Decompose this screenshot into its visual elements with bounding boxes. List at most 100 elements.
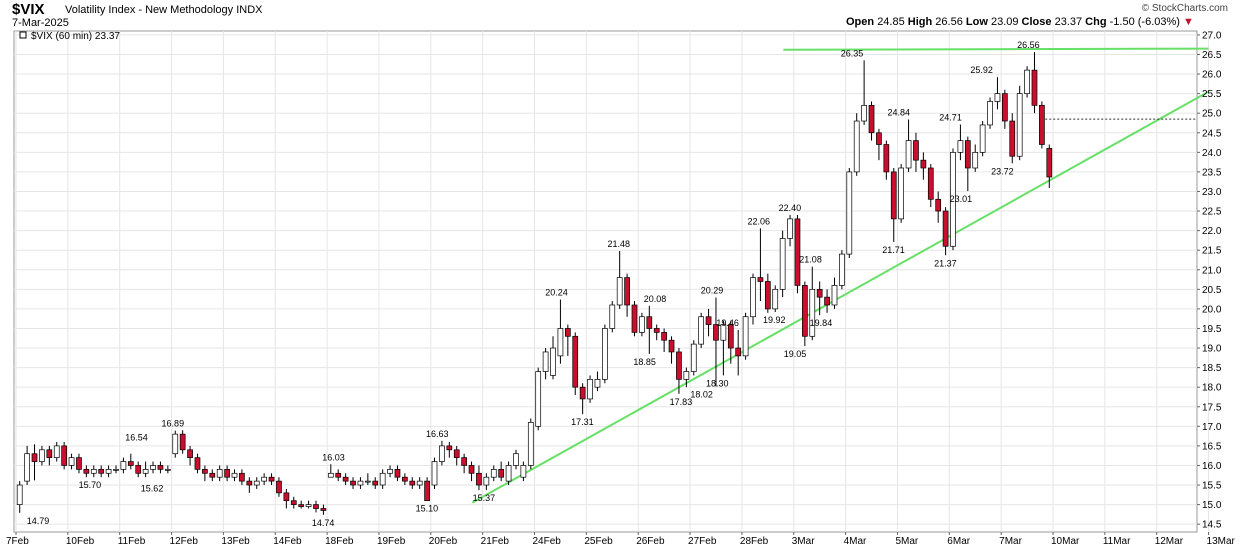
candle-body bbox=[253, 480, 260, 486]
candle-body bbox=[1024, 69, 1030, 94]
price-label: 16.63 bbox=[426, 429, 449, 439]
y-tick-label: 19.0 bbox=[1202, 344, 1222, 355]
price-label: 14.74 bbox=[312, 518, 335, 528]
price-label: 18.85 bbox=[633, 357, 656, 367]
candle-body bbox=[750, 277, 756, 318]
candle-body bbox=[24, 453, 30, 482]
candle-body bbox=[305, 504, 312, 507]
candle-body bbox=[690, 343, 697, 372]
candle-body bbox=[542, 351, 549, 372]
candle-body bbox=[964, 140, 971, 169]
candle-body bbox=[276, 480, 282, 494]
candle-body bbox=[387, 469, 393, 474]
x-tick-label: 7Feb bbox=[6, 536, 29, 546]
candle-body bbox=[68, 457, 75, 466]
candle-body bbox=[913, 140, 919, 161]
price-label: 20.08 bbox=[644, 294, 667, 304]
candle-body bbox=[631, 304, 638, 333]
y-tick-label: 23.5 bbox=[1202, 167, 1222, 178]
price-label: 26.35 bbox=[841, 48, 864, 58]
candle-body bbox=[987, 101, 993, 126]
candle-body bbox=[994, 93, 1001, 102]
x-tick-label: 19Feb bbox=[377, 536, 406, 546]
price-label: 16.03 bbox=[322, 452, 345, 462]
y-tick-label: 26.5 bbox=[1202, 50, 1222, 61]
chart-legend: $VIX (60 min) 23.37 bbox=[19, 31, 120, 42]
candle-body bbox=[335, 472, 342, 478]
y-tick-label: 15.5 bbox=[1202, 481, 1222, 492]
candle-body bbox=[16, 484, 23, 505]
price-label: 17.83 bbox=[670, 397, 693, 407]
chg-value: -1.50 (-6.03%) bbox=[1109, 16, 1180, 28]
y-tick-label: 16.5 bbox=[1202, 441, 1222, 452]
x-tick-label: 3Mar bbox=[792, 536, 815, 546]
candle-body bbox=[120, 461, 127, 470]
candle-body bbox=[698, 316, 705, 345]
exchange-label: INDX bbox=[236, 4, 263, 16]
candle-body bbox=[668, 339, 675, 353]
candle-body bbox=[164, 469, 171, 471]
candle-body bbox=[342, 476, 349, 482]
candle-body bbox=[53, 445, 60, 458]
candle-body bbox=[579, 386, 586, 400]
x-tick-label: 27Feb bbox=[688, 536, 717, 546]
price-label: 20.29 bbox=[701, 286, 724, 296]
candle-body bbox=[46, 449, 53, 458]
candle-body bbox=[594, 379, 601, 388]
candle-body bbox=[246, 480, 253, 486]
candle-body bbox=[646, 316, 653, 329]
candle-body bbox=[298, 504, 305, 507]
candle-body bbox=[476, 472, 482, 486]
candle-body bbox=[1016, 93, 1023, 157]
price-label: 15.10 bbox=[416, 504, 439, 514]
price-label: 21.71 bbox=[882, 245, 905, 255]
price-label: 17.31 bbox=[571, 417, 594, 427]
candle-body bbox=[705, 316, 712, 325]
y-tick-label: 25.5 bbox=[1202, 89, 1222, 100]
candle-body bbox=[802, 285, 808, 337]
candle-body bbox=[735, 347, 742, 357]
candle-body bbox=[439, 445, 445, 462]
candle-body bbox=[839, 253, 845, 286]
price-label: 23.72 bbox=[991, 166, 1014, 176]
candle-body bbox=[216, 469, 223, 478]
open-label: Open bbox=[846, 16, 875, 28]
candle-body bbox=[927, 167, 934, 200]
candle-body bbox=[979, 124, 986, 153]
price-label: 21.37 bbox=[934, 258, 957, 268]
y-tick-label: 18.0 bbox=[1202, 383, 1222, 394]
candle-body bbox=[105, 469, 112, 474]
stockcharts-logo[interactable]: © StockCharts.com bbox=[1141, 3, 1228, 14]
candle-body bbox=[357, 480, 364, 486]
y-tick-label: 27.0 bbox=[1202, 30, 1222, 41]
candle-body bbox=[898, 167, 905, 220]
candle-body bbox=[639, 316, 645, 333]
candle-body bbox=[409, 480, 416, 486]
candle-body bbox=[764, 281, 771, 310]
candle-body bbox=[905, 140, 912, 169]
candle-body bbox=[194, 457, 201, 470]
candle-body bbox=[861, 105, 867, 122]
candle-body bbox=[609, 304, 616, 329]
price-label: 15.70 bbox=[79, 480, 102, 490]
candle-body bbox=[490, 469, 497, 478]
y-tick-label: 21.0 bbox=[1202, 265, 1222, 276]
candle-body bbox=[550, 347, 556, 376]
price-annotations: 14.79 16.54 15.62 15.70 16.89 14.74 16.03 16.63… bbox=[27, 40, 1040, 528]
candle-body bbox=[624, 277, 630, 306]
candle-body bbox=[564, 328, 571, 337]
x-tick-label: 6Mar bbox=[947, 536, 970, 546]
candle-body bbox=[616, 277, 623, 306]
candle-body bbox=[483, 476, 490, 486]
candle-body bbox=[557, 328, 564, 357]
open-value: 24.85 bbox=[877, 16, 905, 28]
price-label: 15.37 bbox=[473, 493, 496, 503]
candle-body bbox=[713, 324, 719, 341]
close-value: 23.37 bbox=[1054, 16, 1083, 28]
candle-body bbox=[90, 469, 97, 474]
candle-body bbox=[950, 151, 956, 247]
candle-body bbox=[261, 476, 267, 482]
x-tick-label: 18Feb bbox=[325, 536, 354, 546]
x-tick-label: 21Feb bbox=[481, 536, 510, 546]
